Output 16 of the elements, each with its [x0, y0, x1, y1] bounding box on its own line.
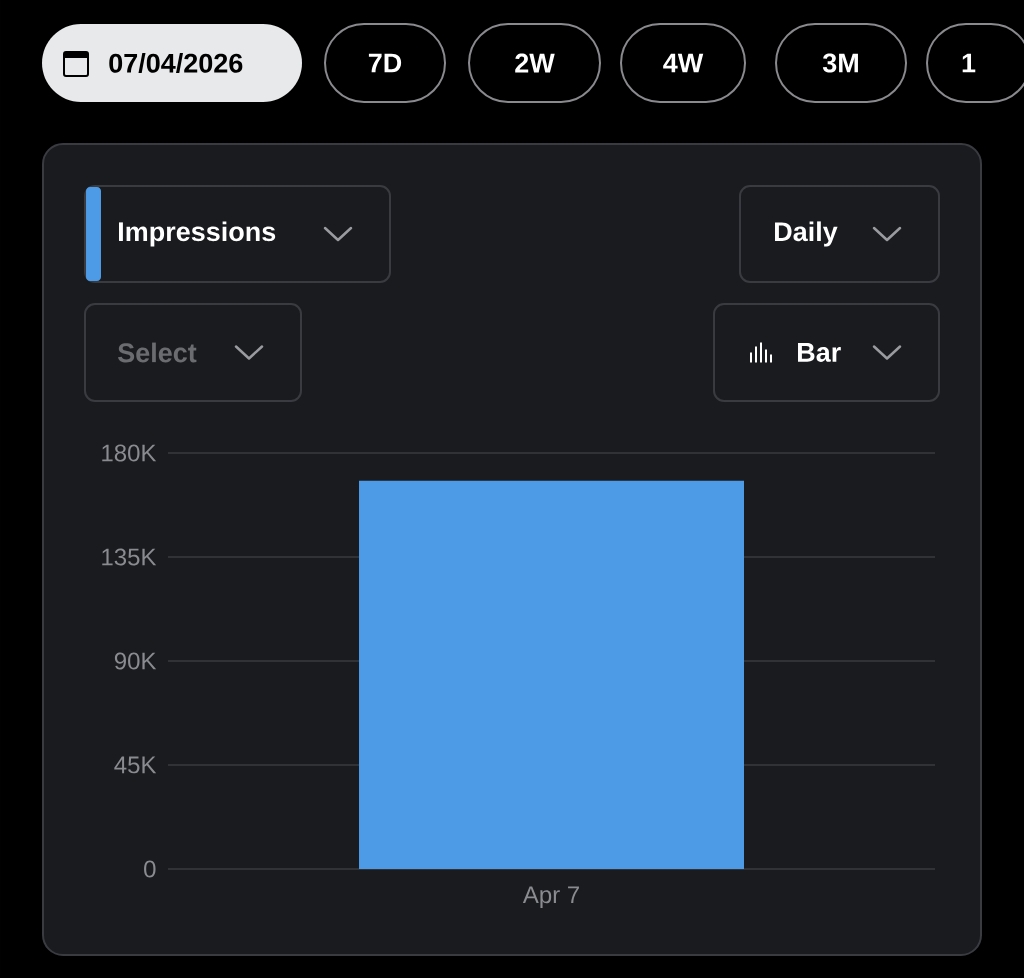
y-tick-label: 180K [102, 444, 157, 462]
x-tick-label: Apr 7 [522, 886, 579, 909]
text: Impressions [119, 221, 276, 247]
text: 7D [368, 53, 402, 73]
y-tick-label: 90K [114, 652, 157, 670]
text: Bar [798, 343, 841, 362]
text: 07/04/2026 [109, 52, 243, 74]
text: Daily [775, 221, 838, 247]
text: 3M [822, 53, 858, 73]
y-tick-label: 135K [102, 548, 157, 566]
y-tick-label: 0 [144, 860, 156, 878]
text: Select [117, 342, 197, 363]
text: 2W [515, 53, 555, 73]
text: 1 [962, 53, 976, 73]
y-tick-label: 45K [114, 756, 157, 774]
text: 4W [663, 53, 704, 73]
